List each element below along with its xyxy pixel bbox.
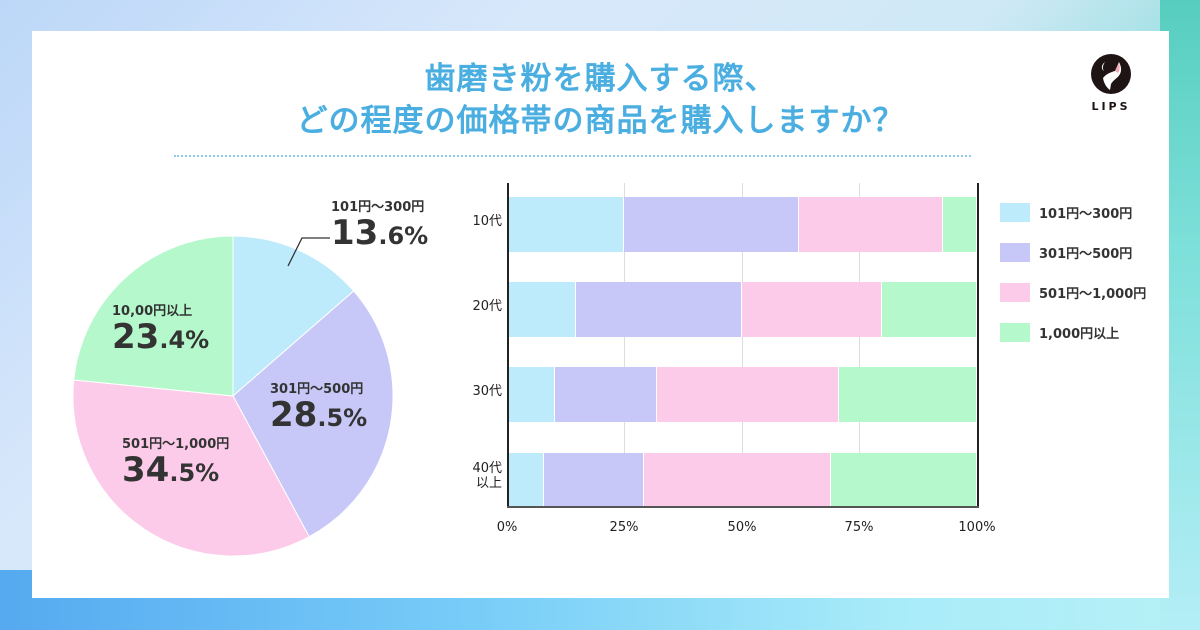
gridline-25 bbox=[624, 183, 625, 506]
chart-legend: 101円〜300円 301円〜500円 501円〜1,000円 1,000円以上 bbox=[1000, 198, 1146, 358]
pie-label-1000-plus: 10,00円以上 23.4% bbox=[112, 300, 209, 358]
bar-segment bbox=[656, 367, 840, 422]
bar-segment bbox=[644, 453, 832, 508]
pie-category: 10,00円以上 bbox=[112, 304, 193, 319]
pie-percent: 23.4% bbox=[112, 317, 210, 357]
pie-category: 101円〜300円 bbox=[331, 200, 425, 215]
x-axis-line bbox=[507, 506, 979, 508]
pie-category: 301円〜500円 bbox=[270, 382, 364, 397]
logo-text: LIPS bbox=[1091, 100, 1131, 113]
bar-segment bbox=[742, 282, 883, 337]
page-title: 歯磨き粉を購入する際、 どの程度の価格帯の商品を購入しますか？ bbox=[32, 58, 1169, 142]
category-label-30s: 30代 bbox=[472, 384, 502, 399]
bar-row bbox=[508, 453, 977, 508]
pie-slice bbox=[73, 235, 234, 397]
bar-segment bbox=[508, 197, 624, 252]
y-axis-line bbox=[507, 183, 509, 508]
pie-slice bbox=[232, 235, 355, 398]
pie-percent: 34.5% bbox=[122, 450, 220, 490]
bar-segment bbox=[831, 453, 977, 508]
x-tick-75: 75% bbox=[844, 520, 874, 535]
pie-slice bbox=[72, 379, 310, 557]
leader-line bbox=[287, 237, 330, 267]
bar-row bbox=[508, 197, 977, 252]
bar-row bbox=[508, 282, 977, 337]
title-divider bbox=[174, 155, 971, 157]
bar-segment bbox=[544, 453, 645, 508]
x-tick-25: 25% bbox=[609, 520, 639, 535]
legend-swatch bbox=[1000, 242, 1030, 262]
bar-segment bbox=[508, 282, 576, 337]
pie-category: 501円〜1,000円 bbox=[122, 437, 230, 452]
stacked-bar-chart: 10代 20代 30代 40代 以上 0% 25% 50% 75% 100% bbox=[472, 183, 996, 535]
x-tick-50: 50% bbox=[727, 520, 757, 535]
legend-item-301-500: 301円〜500円 bbox=[1000, 238, 1146, 266]
bar-segment bbox=[554, 367, 657, 422]
legend-swatch bbox=[1000, 202, 1030, 222]
pie-label-101-300: 101円〜300円 13.6% bbox=[331, 196, 428, 254]
bar-segment bbox=[508, 453, 545, 508]
x-tick-0: 0% bbox=[496, 520, 518, 535]
category-label-40s-plus: 40代 以上 bbox=[472, 461, 502, 491]
gridline-50 bbox=[742, 183, 743, 506]
bar-segment bbox=[839, 367, 977, 422]
pie-label-301-500: 301円〜500円 28.5% bbox=[270, 378, 367, 436]
category-label-10s: 10代 bbox=[472, 214, 502, 229]
bar-segment bbox=[576, 282, 743, 337]
x-tick-100: 100% bbox=[958, 520, 996, 535]
bar-segment bbox=[882, 282, 977, 337]
bar-segment bbox=[943, 197, 977, 252]
pie-slice bbox=[232, 290, 394, 538]
lips-logo: LIPS bbox=[1081, 54, 1141, 113]
bar-segment bbox=[508, 367, 555, 422]
gridline-75 bbox=[859, 183, 860, 506]
legend-item-501-1000: 501円〜1,000円 bbox=[1000, 278, 1146, 306]
title-line-1: 歯磨き粉を購入する際、 bbox=[424, 61, 777, 97]
pie-label-501-1000: 501円〜1,000円 34.5% bbox=[122, 433, 229, 491]
title-line-2: どの程度の価格帯の商品を購入しますか？ bbox=[296, 103, 905, 139]
pie-percent: 28.5% bbox=[270, 395, 368, 435]
legend-item-1000-plus: 1,000円以上 bbox=[1000, 318, 1146, 346]
bar-segment bbox=[799, 197, 944, 252]
bar-row bbox=[508, 367, 977, 422]
bar-segment bbox=[623, 197, 800, 252]
category-label-20s: 20代 bbox=[472, 299, 502, 314]
deer-logo-icon bbox=[1091, 54, 1131, 94]
right-axis-line bbox=[977, 183, 979, 508]
legend-swatch bbox=[1000, 322, 1030, 342]
legend-swatch bbox=[1000, 282, 1030, 302]
legend-item-101-300: 101円〜300円 bbox=[1000, 198, 1146, 226]
pie-percent: 13.6% bbox=[331, 213, 429, 253]
